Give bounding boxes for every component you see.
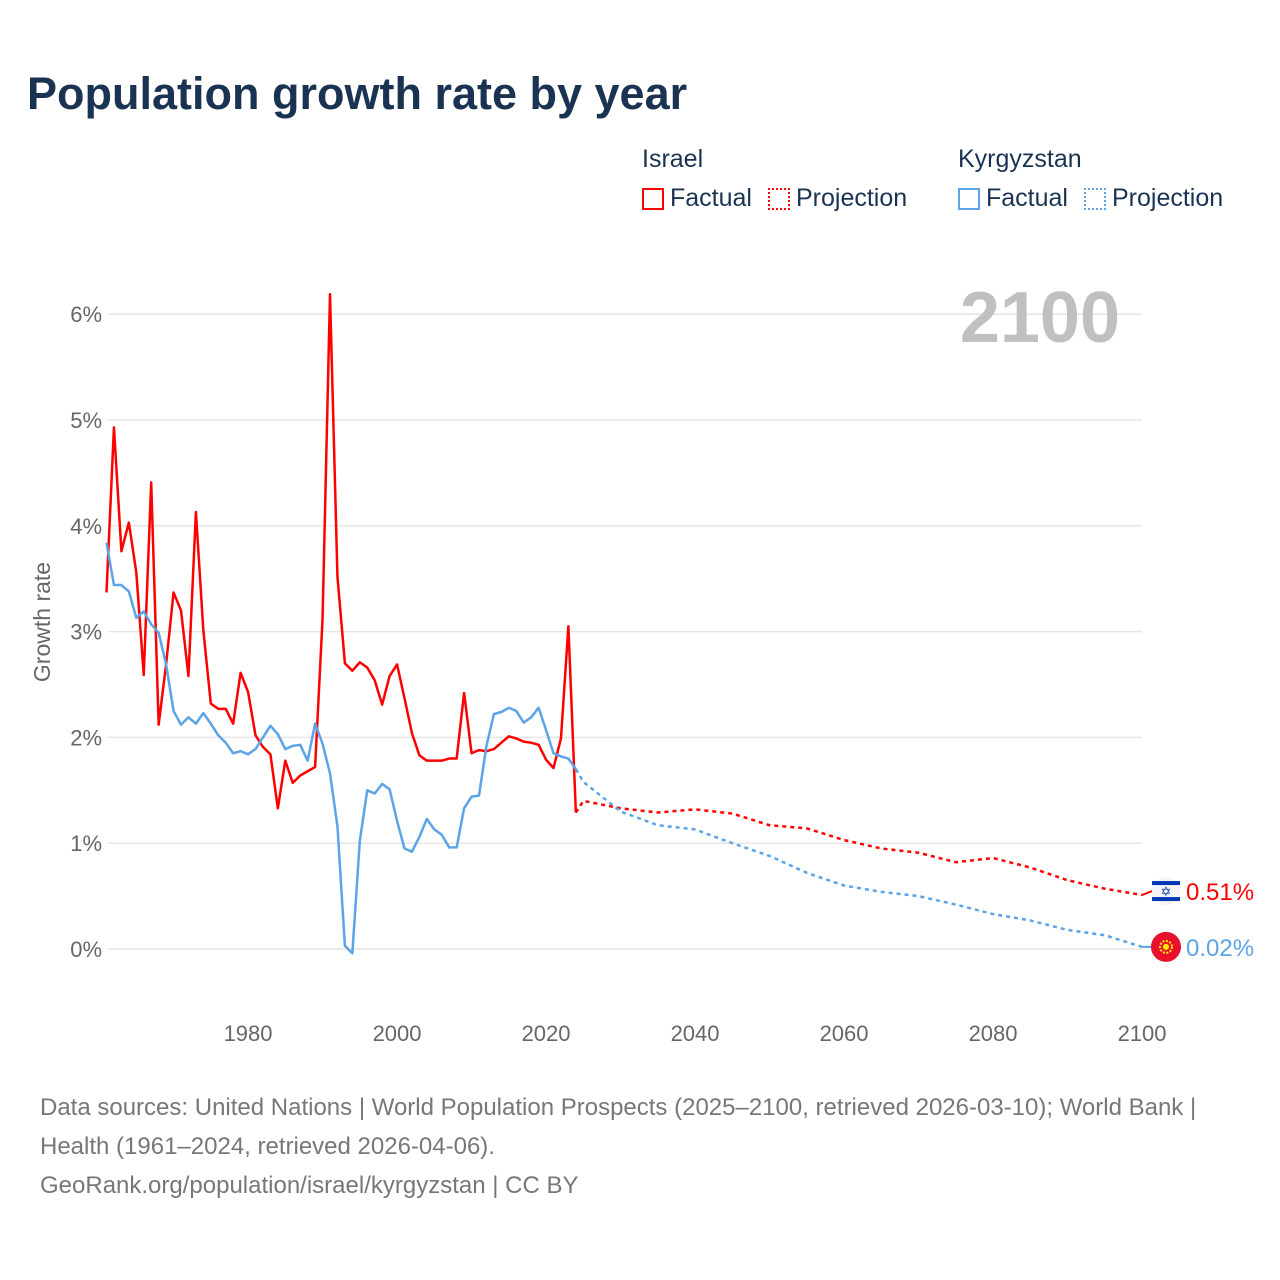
y-tick-label: 0% (70, 937, 102, 962)
year-label: 2100 (960, 278, 1120, 358)
footer: Data sources: United Nations | World Pop… (40, 1088, 1240, 1205)
y-tick-label: 1% (70, 831, 102, 856)
y-axis-label: Growth rate (29, 562, 55, 682)
dotted-swatch-icon (1083, 187, 1106, 210)
chart-title: Population growth rate by year (27, 68, 688, 119)
x-tick-label: 2000 (373, 1021, 422, 1046)
legend-kyrgyzstan-factual[interactable]: Factual (958, 184, 1068, 213)
y-tick-label: 3% (70, 620, 102, 645)
gridlines: 0% 1% 2% 3% 4% 5% 6% 1980 2000 2020 2040 2060 2080 21… (70, 302, 1166, 1046)
legend-kyrgyzstan-projection[interactable]: Projection (1083, 184, 1224, 213)
legend-label: Factual (670, 184, 752, 212)
israel-projection-line (574, 799, 1143, 897)
chart-plot: 0% 1% 2% 3% 4% 5% 6% 1980 2000 2020 2040 2060 2080 21… (29, 278, 1254, 1046)
kyrgyzstan-flag-icon (1151, 931, 1181, 962)
israel-factual-line (105, 292, 578, 813)
y-tick-label: 5% (70, 408, 102, 433)
legend-label: Projection (1111, 184, 1224, 212)
x-tick-label: 2080 (969, 1021, 1018, 1046)
x-tick-label: 2040 (671, 1021, 720, 1046)
kyrgyzstan-projection-line (574, 768, 1143, 949)
x-tick-label: 2020 (522, 1021, 571, 1046)
y-tick-label: 4% (70, 514, 102, 539)
israel-flag-icon: ✡ (1152, 877, 1180, 906)
israel-end-value-label: 0.51% (1186, 879, 1254, 906)
end-connector (1141, 890, 1153, 896)
legend-israel-factual[interactable]: Factual (642, 184, 752, 213)
credit-link[interactable]: GeoRank.org/population/israel/kyrgyzstan… (40, 1172, 579, 1199)
x-tick-label: 1980 (224, 1021, 273, 1046)
x-tick-label: 2060 (820, 1021, 869, 1046)
kyrgyzstan-factual-line (105, 542, 577, 955)
svg-text:✡: ✡ (1161, 885, 1172, 900)
kyrgyzstan-end-value-label: 0.02% (1186, 935, 1254, 962)
y-tick-label: 2% (70, 725, 102, 750)
legend-israel-title: Israel (642, 145, 704, 173)
solid-swatch-icon (642, 187, 664, 210)
legend-kyrgyzstan-title: Kyrgyzstan (958, 145, 1082, 173)
solid-swatch-icon (958, 187, 980, 210)
legend-label: Factual (986, 184, 1068, 212)
legend-kyrgyzstan: Kyrgyzstan Factual Projection (958, 145, 1223, 213)
dotted-swatch-icon (767, 187, 790, 210)
legend-israel-projection[interactable]: Projection (767, 184, 908, 213)
y-tick-label: 6% (70, 302, 102, 327)
x-tick-label: 2100 (1118, 1021, 1167, 1046)
legend-israel: Israel Factual Projection (642, 145, 907, 213)
legend-label: Projection (795, 184, 908, 212)
data-sources: Data sources: United Nations | World Pop… (40, 1094, 1197, 1160)
